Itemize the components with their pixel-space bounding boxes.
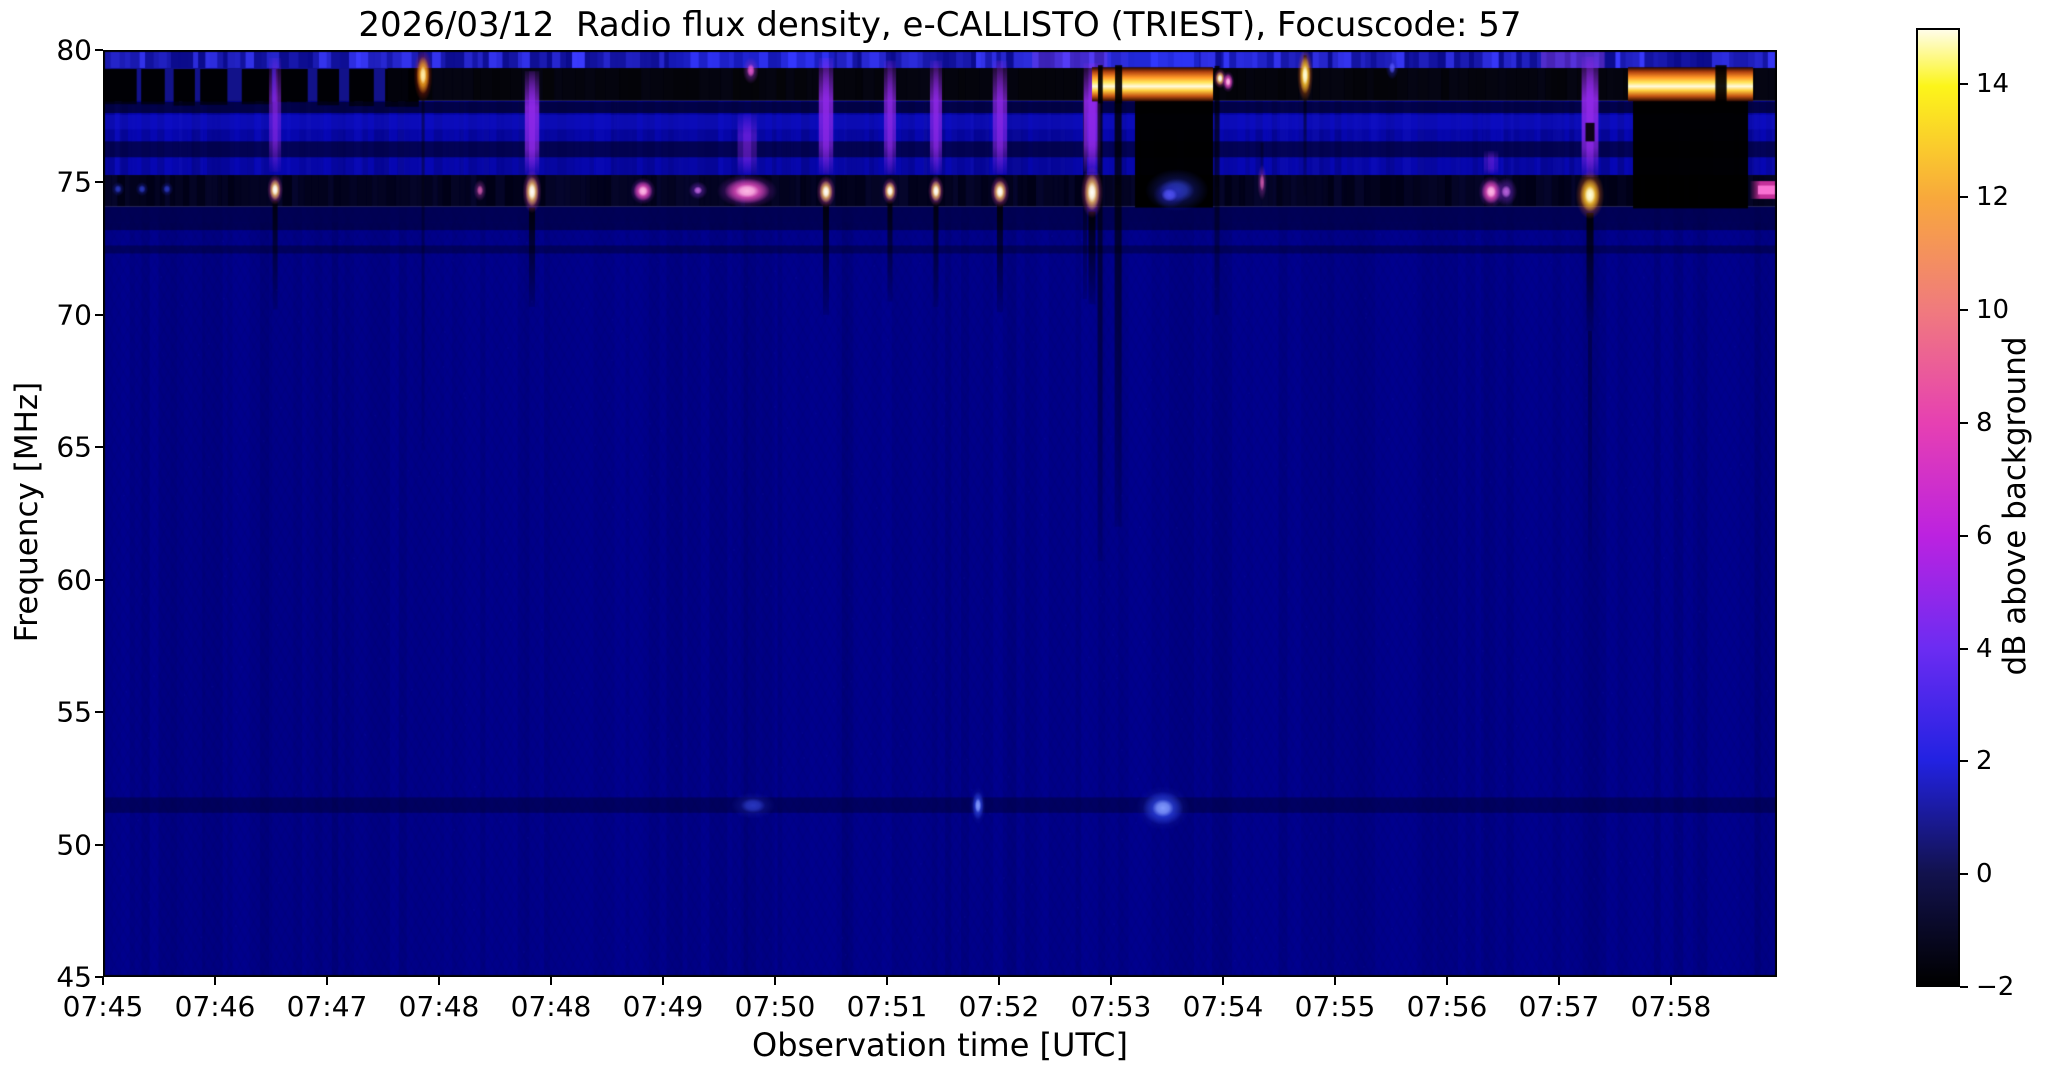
colorbar-tick-label: 2 xyxy=(1976,746,1993,777)
x-tick-label: 07:45 xyxy=(62,990,144,1023)
y-tick-label: 50 xyxy=(56,828,92,862)
y-tick-label: 45 xyxy=(56,960,92,994)
x-tickmark xyxy=(1558,977,1560,985)
colorbar-tick-label: −2 xyxy=(1976,972,2015,1002)
colorbar-tickmark xyxy=(1960,534,1968,537)
x-tick-label: 07:48 xyxy=(398,990,480,1023)
x-tick-label: 07:57 xyxy=(1518,990,1600,1023)
y-tickmark xyxy=(95,711,103,714)
y-tickmark xyxy=(95,181,103,184)
colorbar-tick-label: 4 xyxy=(1976,633,1993,664)
x-tickmark xyxy=(1670,977,1672,985)
x-tickmark xyxy=(998,977,1000,985)
x-tick-label: 07:46 xyxy=(174,990,256,1023)
x-tick-label: 07:53 xyxy=(1070,990,1152,1023)
colorbar-tick-label: 8 xyxy=(1976,407,1993,438)
x-tick-label: 07:47 xyxy=(286,990,368,1023)
y-tick-label: 65 xyxy=(56,430,92,464)
colorbar-tick-label: 10 xyxy=(1976,295,2010,326)
x-tick-label: 07:56 xyxy=(1406,990,1488,1023)
y-tick-label: 55 xyxy=(56,695,92,729)
x-tick-label: 07:51 xyxy=(846,990,928,1023)
colorbar-tickmark xyxy=(1960,83,1968,86)
colorbar-tickmark xyxy=(1960,986,1968,988)
y-axis-label: Frequency [MHz] xyxy=(9,381,45,643)
spectrogram-canvas xyxy=(103,50,1777,977)
x-tick-label: 07:58 xyxy=(1630,990,1712,1023)
y-tickmark xyxy=(95,976,103,978)
y-tickmark xyxy=(95,313,103,316)
x-tickmark xyxy=(550,977,552,985)
x-tickmark xyxy=(662,977,664,985)
x-tickmark xyxy=(214,977,216,985)
y-tickmark xyxy=(95,446,103,449)
x-tick-label: 07:52 xyxy=(958,990,1040,1023)
x-tickmark xyxy=(438,977,440,985)
x-tickmark xyxy=(886,977,888,985)
chart-title: 2026/03/12 Radio flux density, e-CALLIST… xyxy=(358,5,1522,45)
y-tick-label: 70 xyxy=(56,298,92,332)
x-tick-label: 07:50 xyxy=(734,990,816,1023)
x-tickmark xyxy=(1446,977,1448,985)
colorbar-tickmark xyxy=(1960,196,1968,199)
colorbar-tick-label: 12 xyxy=(1976,182,2010,213)
colorbar-tickmark xyxy=(1960,873,1968,876)
x-tickmark xyxy=(774,977,776,985)
x-tickmark xyxy=(1222,977,1224,985)
colorbar-tickmark xyxy=(1960,421,1968,424)
x-tickmark xyxy=(1110,977,1112,985)
x-axis-label: Observation time [UTC] xyxy=(752,1026,1128,1064)
colorbar-tick-label: 0 xyxy=(1976,859,1993,890)
y-tickmark xyxy=(95,49,103,51)
y-tick-label: 60 xyxy=(56,563,92,597)
x-tickmark xyxy=(326,977,328,985)
colorbar-tickmark xyxy=(1960,760,1968,763)
x-tick-label: 07:55 xyxy=(1294,990,1376,1023)
y-tickmark xyxy=(95,843,103,846)
x-tick-label: 07:48 xyxy=(510,990,592,1023)
x-tickmark xyxy=(102,977,104,985)
colorbar-tickmark xyxy=(1960,309,1968,312)
colorbar-tick-label: 6 xyxy=(1976,520,1993,551)
colorbar-tick-label: 14 xyxy=(1976,69,2010,100)
x-tickmark xyxy=(1334,977,1336,985)
colorbar-label: dB above background xyxy=(1997,336,2033,676)
y-tickmark xyxy=(95,578,103,581)
colorbar-tickmark xyxy=(1960,647,1968,650)
y-tick-label: 75 xyxy=(56,165,92,199)
colorbar xyxy=(1916,28,1960,987)
x-tick-label: 07:49 xyxy=(622,990,704,1023)
x-tick-label: 07:54 xyxy=(1182,990,1264,1023)
y-tick-label: 80 xyxy=(56,33,92,67)
